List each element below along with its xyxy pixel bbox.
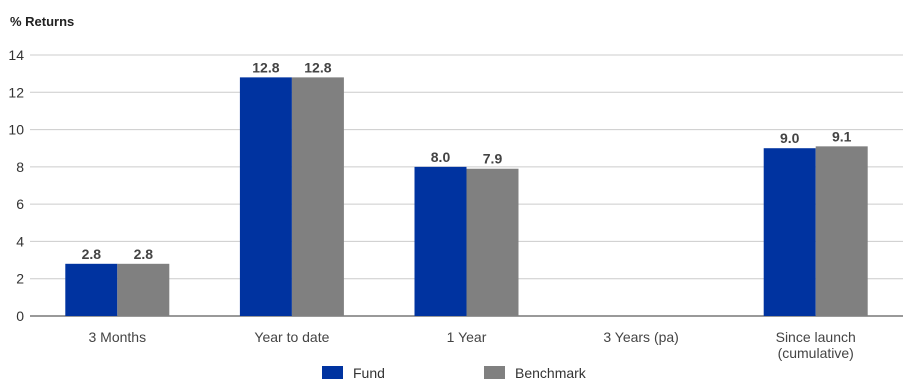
category-label-line: 1 Year: [447, 329, 487, 345]
category-label-line: 3 Years (pa): [603, 329, 679, 345]
y-tick-label: 2: [16, 271, 24, 287]
y-tick-label: 10: [8, 122, 24, 138]
category-label-line: Year to date: [254, 329, 329, 345]
fund-data-label: 9.0: [780, 130, 800, 146]
legend-label-fund: Fund: [353, 365, 385, 381]
fund-data-label: 12.8: [252, 59, 279, 75]
y-tick-label: 6: [16, 196, 24, 212]
y-tick-label: 12: [8, 84, 24, 100]
fund-bar: [239, 77, 292, 316]
data-labels: 2.8 2.8 12.8 12.8 8.0 7.9 9.0 9.1: [82, 59, 852, 261]
y-tick-label: 14: [8, 47, 24, 63]
legend-swatch-fund: [322, 366, 343, 379]
benchmark-data-label: 2.8: [134, 246, 154, 262]
benchmark-bar: [815, 146, 868, 316]
fund-data-label: 8.0: [431, 149, 451, 165]
fund-bar: [65, 263, 118, 316]
category-label: 3 Years (pa): [603, 329, 679, 345]
fund-bar: [763, 148, 816, 316]
benchmark-bar: [466, 168, 519, 316]
category-label: 1 Year: [447, 329, 487, 345]
category-label-line: (cumulative): [778, 345, 854, 361]
y-tick-label: 4: [16, 233, 24, 249]
legend-label-benchmark: Benchmark: [515, 365, 587, 381]
legend: Fund Benchmark: [322, 365, 587, 381]
benchmark-data-label: 12.8: [304, 59, 331, 75]
y-tick-labels: 0 2 4 6 8 10 12 14: [8, 47, 24, 324]
fund-bar: [414, 166, 467, 316]
category-label-line: Since launch: [776, 329, 856, 345]
benchmark-bar: [117, 263, 170, 316]
y-axis-title: % Returns: [10, 14, 74, 29]
legend-swatch-benchmark: [484, 366, 505, 379]
benchmark-bar: [291, 77, 344, 316]
category-labels: 3 Months Year to date 1 Year 3 Years (pa) Si…: [89, 329, 856, 361]
bars: [65, 77, 868, 316]
category-label-line: 3 Months: [89, 329, 147, 345]
category-label: Since launch (cumulative): [776, 329, 856, 361]
benchmark-data-label: 9.1: [832, 128, 852, 144]
category-label: Year to date: [254, 329, 329, 345]
fund-data-label: 2.8: [82, 246, 102, 262]
category-label: 3 Months: [89, 329, 147, 345]
y-tick-label: 8: [16, 159, 24, 175]
benchmark-data-label: 7.9: [483, 151, 503, 167]
y-tick-label: 0: [16, 308, 24, 324]
